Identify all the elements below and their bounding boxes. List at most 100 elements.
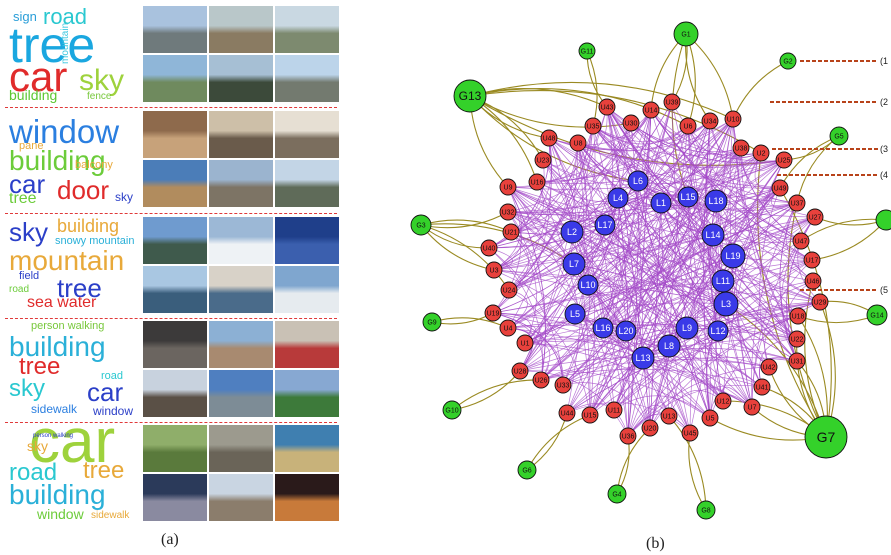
node-u46: U46 <box>804 272 822 290</box>
node-l18: L18 <box>704 189 728 213</box>
cloud-word: door <box>57 175 110 205</box>
edge <box>524 340 770 368</box>
node-circle <box>516 334 534 352</box>
scene-thumbnail <box>275 370 339 417</box>
cloud-word: building <box>9 479 106 510</box>
edge <box>571 231 798 362</box>
node-u30: U30 <box>622 114 640 132</box>
node-g6: G6 <box>517 460 537 480</box>
node-u41: U41 <box>753 378 771 396</box>
scene-thumbnail <box>143 55 207 102</box>
node-g11: G11 <box>578 42 596 60</box>
node-u3: U3 <box>485 261 503 279</box>
node-label: U9 <box>504 184 513 191</box>
edge <box>740 147 798 340</box>
edge <box>732 118 802 242</box>
node-label: U11 <box>608 407 620 414</box>
node-circle <box>528 173 546 191</box>
edge <box>469 95 632 128</box>
node-label: U14 <box>645 107 658 114</box>
node-label: U34 <box>704 118 717 125</box>
scene-thumbnail <box>275 160 339 207</box>
cloud-word: building <box>9 87 58 103</box>
edge <box>577 142 781 189</box>
node-u14: U14 <box>642 101 660 119</box>
edge <box>592 125 742 156</box>
word-cloud-panel-4: person walking building tree road sky ca… <box>5 321 339 419</box>
node-label: L9 <box>682 323 692 333</box>
node-u40: U40 <box>480 239 498 257</box>
node-label: L11 <box>716 276 730 286</box>
edge <box>571 118 734 233</box>
edge <box>625 109 652 332</box>
edge <box>577 142 670 347</box>
edge <box>642 347 798 362</box>
node-label: U3 <box>490 267 499 274</box>
node-circle <box>779 52 797 70</box>
scene-thumbnail <box>143 370 207 417</box>
edge <box>592 125 717 202</box>
node-u10: U10 <box>724 110 742 128</box>
node-circle <box>511 362 529 380</box>
edge <box>524 202 798 344</box>
node-circle <box>720 243 746 269</box>
node-u29: U29 <box>811 293 829 311</box>
edge <box>493 109 652 271</box>
edge <box>508 142 579 291</box>
node-label: U23 <box>537 157 550 164</box>
edge <box>526 412 568 471</box>
node-circle <box>829 126 849 146</box>
edge <box>536 125 594 183</box>
edge <box>507 186 670 417</box>
node-label: G7 <box>817 429 836 445</box>
scene-thumbnail <box>209 55 273 102</box>
node-circle <box>732 139 750 157</box>
node-u8: U8 <box>569 134 587 152</box>
node-g3: G3 <box>410 214 432 236</box>
edge <box>606 106 724 402</box>
node-circle <box>679 117 697 135</box>
edge <box>650 109 785 162</box>
edge <box>589 216 816 416</box>
node-circle <box>564 303 586 325</box>
node-label: G9 <box>427 319 436 326</box>
edge <box>687 196 802 242</box>
cloud-word: tree <box>57 273 102 303</box>
divider <box>5 213 337 214</box>
node-circle <box>752 144 770 162</box>
cloud-word: sign <box>13 9 37 24</box>
node-circle <box>771 179 789 197</box>
edge <box>573 234 714 265</box>
node-circle <box>485 261 503 279</box>
node-label: U20 <box>644 425 657 432</box>
node-u43: U43 <box>598 98 616 116</box>
node-label: U41 <box>756 384 769 391</box>
cloud-word: tree <box>19 353 61 380</box>
edge <box>687 125 799 317</box>
word-cloud: window building pane balcony car door tr… <box>5 111 140 209</box>
node-circle <box>532 371 550 389</box>
node-u32: U32 <box>499 203 517 221</box>
cloud-word: snowy mountain <box>55 235 135 247</box>
scene-thumbnail <box>143 266 207 313</box>
node-label: L8 <box>664 341 674 351</box>
word-cloud: car person walking sky road tree buildin… <box>5 411 140 523</box>
node-u12: U12 <box>714 392 732 410</box>
node-l11: L11 <box>711 269 735 293</box>
node-label: G10 <box>445 407 458 414</box>
edge <box>507 186 724 402</box>
edge <box>536 109 652 183</box>
edge <box>627 384 763 437</box>
node-label: G14 <box>870 312 883 319</box>
edge <box>687 125 753 408</box>
edge <box>671 101 688 329</box>
cloud-word: tree <box>9 17 96 73</box>
node-label: U46 <box>807 278 820 285</box>
edge <box>548 137 714 236</box>
node-label: U31 <box>791 358 804 365</box>
node-g10: G10 <box>442 400 462 420</box>
node-circle <box>592 317 614 339</box>
node-label: U21 <box>505 229 518 236</box>
node-circle <box>499 203 517 221</box>
edge <box>751 259 813 408</box>
